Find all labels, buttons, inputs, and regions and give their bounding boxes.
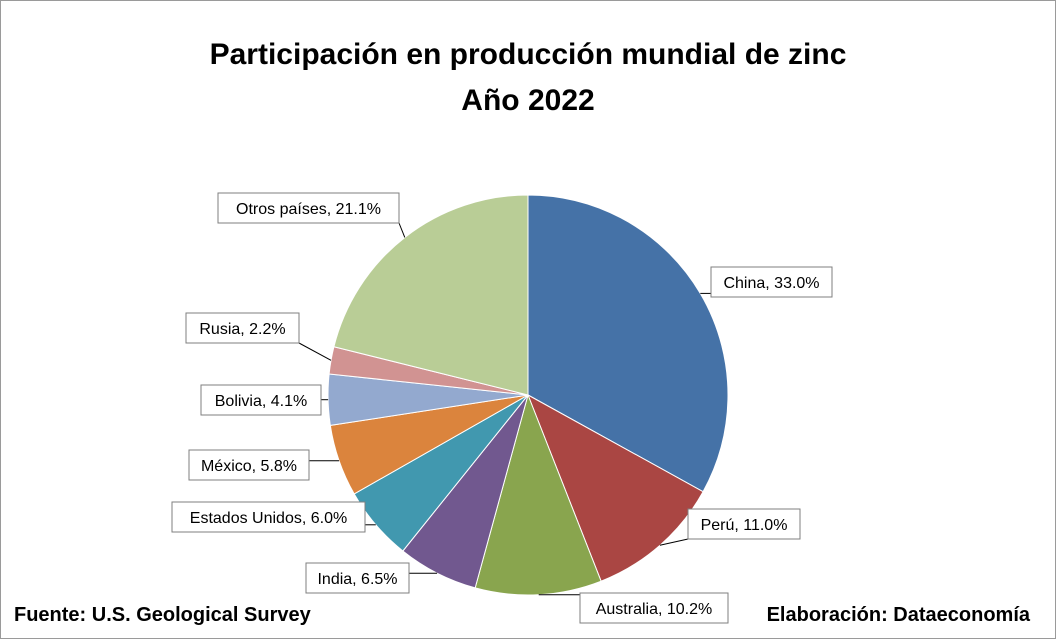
data-label-box-peru bbox=[687, 508, 801, 540]
data-label-box-china bbox=[710, 266, 833, 298]
data-label-box-estados-unidos bbox=[171, 501, 366, 533]
leader-line-rusia bbox=[298, 342, 332, 361]
pie-slices bbox=[327, 194, 729, 596]
data-label-australia: Australia, 10.2% bbox=[596, 601, 713, 618]
pie-slice-china bbox=[527, 194, 729, 493]
credit-note: Elaboración: Dataeconomía bbox=[766, 604, 1030, 626]
data-label-bolivia: Bolivia, 4.1% bbox=[215, 393, 308, 410]
chart-title: Participación en producción mundial de z… bbox=[209, 38, 847, 71]
data-label-box-mexico bbox=[188, 449, 310, 481]
pie-slice-australia bbox=[474, 393, 602, 596]
data-label-box-rusia bbox=[185, 312, 300, 344]
data-labels: China, 33.0% Perú, 11.0% Australia, 10.2% I… bbox=[171, 192, 833, 624]
source-note: Fuente: U.S. Geological Survey bbox=[14, 604, 311, 626]
leader-lines bbox=[298, 222, 711, 596]
leader-line-peru bbox=[659, 538, 689, 546]
pie-slice-peru bbox=[527, 393, 704, 582]
data-label-peru: Perú, 11.0% bbox=[701, 517, 788, 534]
data-label-box-india bbox=[305, 562, 410, 594]
data-label-box-australia bbox=[579, 592, 729, 624]
data-label-india: India, 6.5% bbox=[317, 571, 397, 588]
data-label-rusia: Rusia, 2.2% bbox=[199, 321, 285, 338]
data-label-china: China, 33.0% bbox=[723, 275, 819, 292]
chart-subtitle-year: Año 2022 bbox=[461, 84, 595, 117]
leader-line-otros-paises bbox=[398, 222, 406, 238]
data-label-estados-unidos: Estados Unidos, 6.0% bbox=[190, 510, 347, 527]
data-label-mexico: México, 5.8% bbox=[201, 458, 297, 475]
pie-slice-otros-paises bbox=[333, 194, 529, 396]
data-label-otros-paises: Otros países, 21.1% bbox=[236, 201, 381, 218]
data-label-box-otros-paises bbox=[217, 192, 400, 224]
data-label-box-bolivia bbox=[200, 384, 322, 416]
